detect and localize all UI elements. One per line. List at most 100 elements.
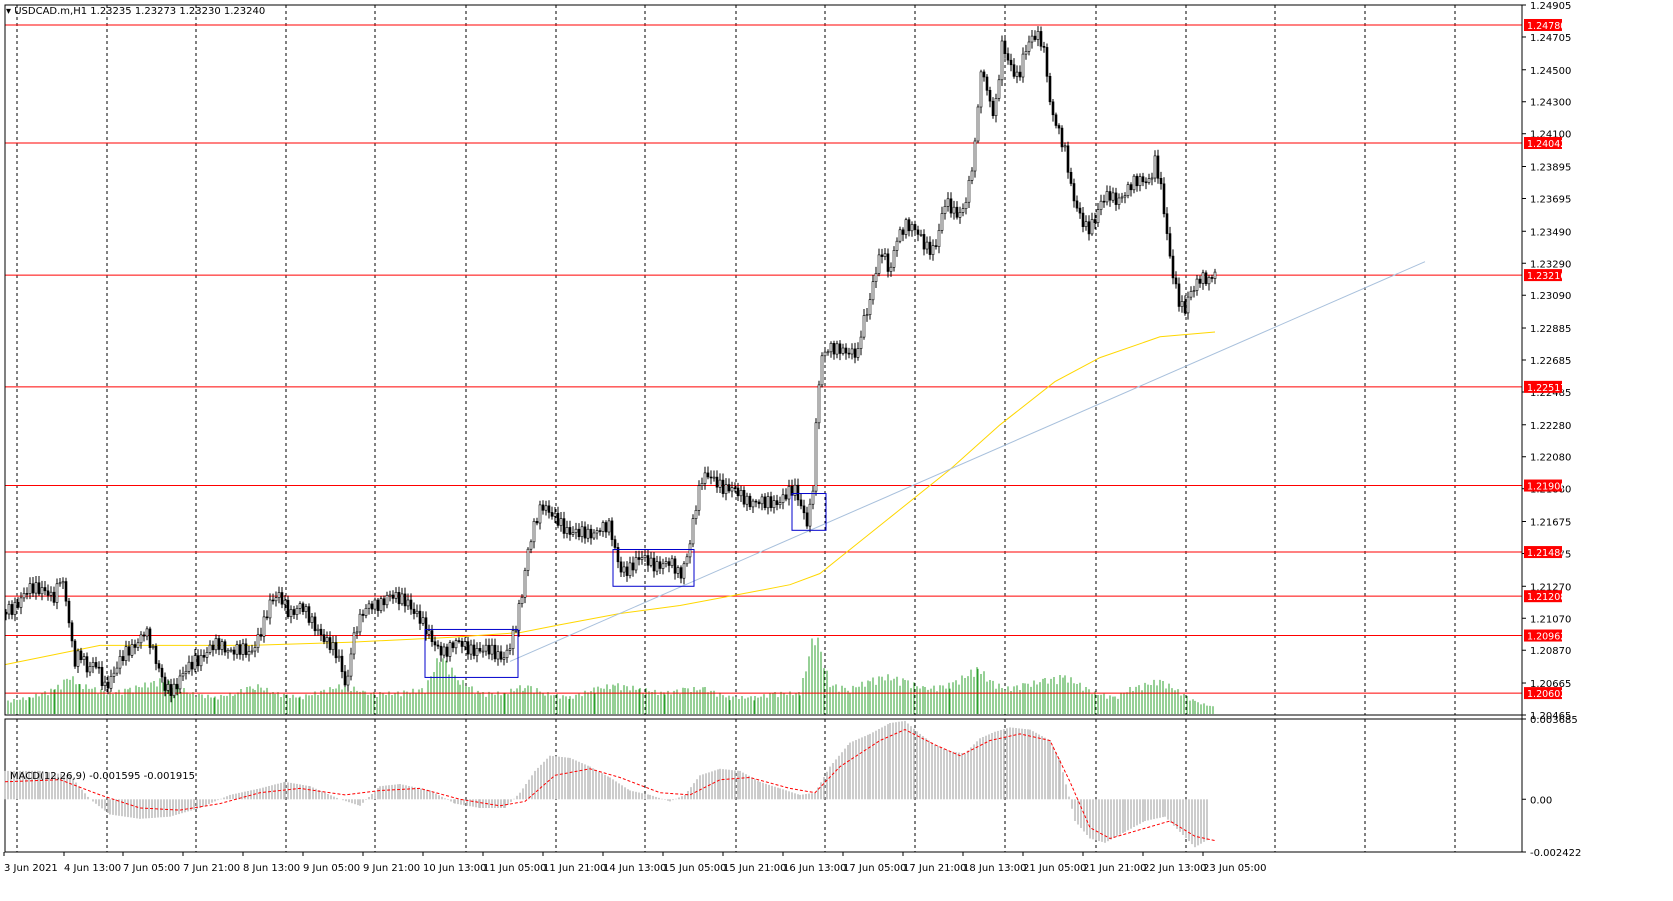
candle-body (235, 644, 239, 655)
candle-body (1042, 45, 1046, 48)
candle-body (202, 654, 206, 658)
candle-body (820, 355, 824, 386)
candle-body (238, 644, 242, 655)
price-tick-label: 1.24905 (1530, 1, 1571, 12)
candle-body (220, 641, 224, 650)
candle-body (277, 592, 281, 598)
time-tick-label: 21 Jun 21:00 (1083, 863, 1147, 874)
candle-body (334, 642, 338, 659)
candle-body (64, 581, 68, 602)
candle-body (970, 170, 974, 181)
candle-body (148, 628, 152, 648)
time-tick-label: 4 Jun 13:00 (64, 863, 121, 874)
candle-body (622, 566, 626, 573)
candle-body (595, 530, 599, 534)
candle-body (163, 676, 167, 691)
chart-menu-icon[interactable]: ▾ (6, 6, 12, 17)
candle-body (1117, 197, 1121, 205)
candle-body (1099, 200, 1103, 210)
time-tick-label: 14 Jun 13:00 (603, 863, 667, 874)
candle-body (565, 527, 569, 534)
candle-body (568, 527, 572, 535)
candle-body (1012, 64, 1016, 77)
candle-body (130, 644, 134, 656)
candle-body (655, 561, 659, 572)
candle-body (229, 649, 233, 652)
candle-body (55, 583, 59, 603)
candle-body (127, 646, 131, 656)
candle-body (484, 644, 488, 652)
candle-body (964, 202, 968, 210)
candle-body (1111, 192, 1115, 201)
candle-body (49, 591, 53, 596)
level-tag (1524, 269, 1562, 282)
candle-body (424, 617, 428, 635)
candle-body (472, 644, 476, 656)
candle-body (301, 603, 305, 613)
candle-body (1066, 145, 1070, 173)
candle-body (718, 479, 722, 488)
candle-body (664, 561, 668, 564)
candle-body (46, 590, 50, 596)
candle-body (730, 487, 734, 492)
candle-body (892, 250, 896, 268)
candle-body (448, 642, 452, 657)
candle-body (262, 616, 266, 637)
candle-body (394, 591, 398, 599)
candle-body (1006, 53, 1010, 61)
candle-body (304, 606, 308, 612)
candle-body (250, 650, 254, 653)
candle-body (850, 348, 854, 355)
price-tick-label: 1.20870 (1530, 646, 1571, 657)
candle-body (1201, 272, 1205, 284)
level-tag (1524, 380, 1562, 393)
candle-body (955, 206, 959, 218)
candle-body (178, 675, 182, 690)
candle-body (268, 599, 272, 619)
candle-body (538, 504, 542, 524)
candle-body (901, 229, 905, 235)
candle-body (637, 557, 641, 560)
candle-body (847, 352, 851, 355)
candle-body (823, 351, 827, 357)
candle-body (658, 561, 662, 569)
candle-body (1108, 191, 1112, 201)
macd-values: -0.001595 -0.001915 (89, 771, 195, 782)
candle-body (577, 528, 581, 538)
candle-body (1105, 191, 1109, 203)
candle-body (289, 609, 293, 617)
time-tick-label: 10 Jun 13:00 (423, 863, 487, 874)
candle-body (940, 213, 944, 231)
candle-body (1147, 178, 1151, 183)
candle-body (700, 482, 704, 486)
candle-body (1090, 219, 1094, 235)
candle-body (793, 484, 797, 496)
candle-body (1153, 155, 1157, 179)
time-tick-label: 17 Jun 21:00 (903, 863, 967, 874)
candle-body (1057, 125, 1061, 129)
candle-body (253, 647, 257, 652)
candle-body (817, 384, 821, 424)
candle-body (103, 681, 107, 686)
candle-body (1078, 207, 1082, 214)
candle-body (343, 671, 347, 686)
candle-body (34, 582, 38, 594)
candle-body (523, 570, 527, 598)
time-tick-label: 7 Jun 21:00 (183, 863, 240, 874)
candle-body (1018, 71, 1022, 78)
candle-body (226, 649, 230, 653)
candle-body (385, 595, 389, 606)
candle-body (937, 230, 941, 247)
candle-body (1168, 233, 1172, 257)
candle-body (232, 649, 236, 655)
candle-body (667, 561, 671, 566)
candle-body (958, 212, 962, 218)
candle-body (427, 630, 431, 635)
candle-body (451, 642, 455, 649)
candle-body (619, 561, 623, 573)
candle-body (988, 90, 992, 102)
candle-body (142, 634, 146, 637)
candle-body (871, 281, 875, 301)
